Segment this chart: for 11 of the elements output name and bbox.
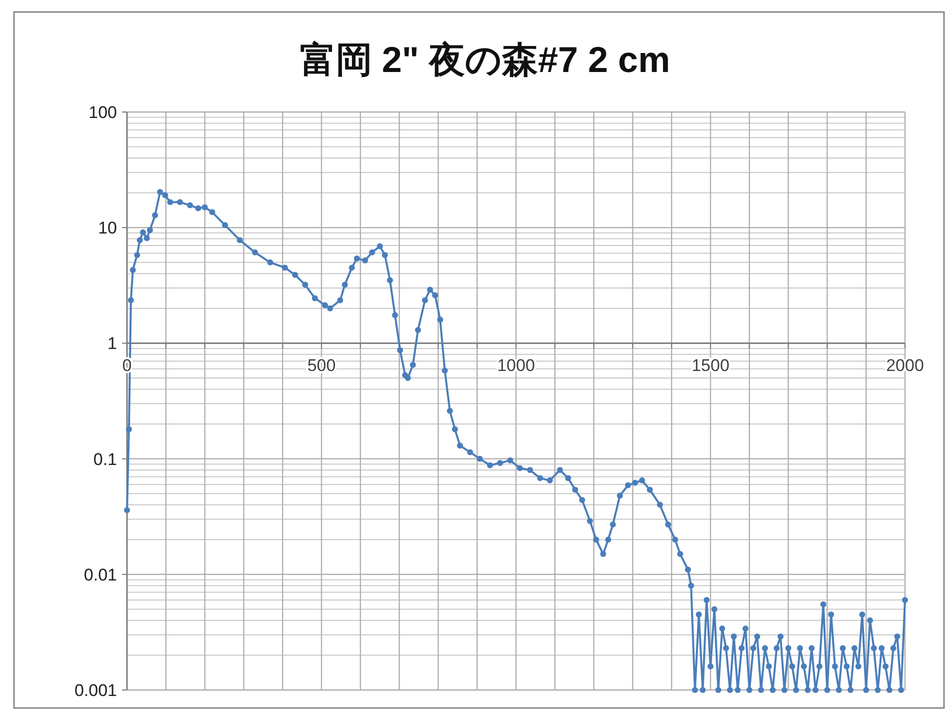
x-tick-label: 500	[307, 356, 336, 376]
y-tick-label: 0.001	[74, 681, 117, 700]
x-tick-label: 1000	[497, 356, 535, 376]
y-tick-label: 0.1	[93, 450, 117, 469]
y-tick-label: 100	[88, 103, 117, 122]
x-tick-label: 1500	[692, 356, 730, 376]
chart-title: 富岡 2" 夜の森#7 2 cm	[300, 39, 670, 80]
y-tick-label: 10	[98, 218, 117, 238]
y-tick-label: 1	[108, 334, 117, 354]
x-tick-label: 2000	[886, 356, 924, 376]
y-tick-label: 0.01	[84, 565, 117, 584]
